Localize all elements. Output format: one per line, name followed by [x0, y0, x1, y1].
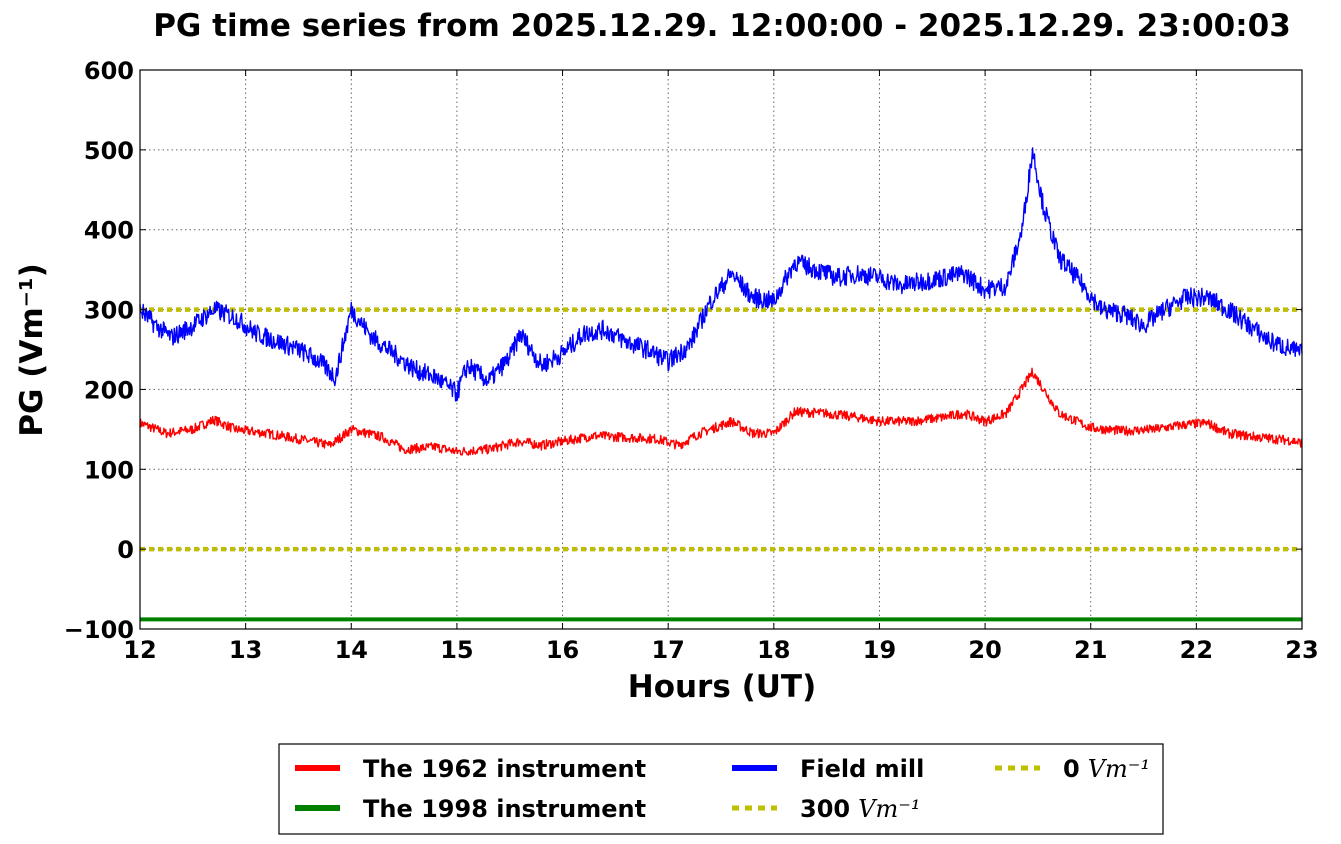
y-tick-label: 200 — [84, 376, 134, 404]
legend-label: The 1998 instrument — [363, 795, 646, 823]
x-axis-label: Hours (UT) — [628, 669, 817, 705]
y-ticks: −100 0 100 200 300 400 500 600 — [64, 57, 1302, 644]
x-tick-label: 12 — [123, 636, 156, 664]
x-tick-label: 23 — [1285, 636, 1318, 664]
grid — [139, 69, 1303, 630]
legend-label-text: Field mill — [800, 755, 924, 783]
x-tick-label: 13 — [229, 636, 262, 664]
x-tick-label: 16 — [546, 636, 579, 664]
reference-lines — [140, 307, 1302, 552]
legend-label-text: 300 — [800, 795, 850, 823]
series-group — [139, 147, 1303, 622]
legend-label-text: The 1962 instrument — [363, 755, 646, 783]
x-tick-label: 18 — [757, 636, 790, 664]
y-tick-label: 100 — [84, 456, 134, 484]
x-tick-label: 21 — [1074, 636, 1107, 664]
x-tick-label: 20 — [968, 636, 1001, 664]
y-tick-label: 600 — [84, 57, 134, 85]
legend-label: Field mill — [800, 755, 924, 783]
y-tick-label: 0 — [117, 536, 134, 564]
y-tick-label: 500 — [84, 137, 134, 165]
legend-label-text: The 1998 instrument — [363, 795, 646, 823]
x-tick-label: 14 — [335, 636, 368, 664]
x-tick-label: 22 — [1180, 636, 1213, 664]
y-tick-label: 300 — [84, 297, 134, 325]
legend-label-unit: Vm⁻¹ — [858, 795, 920, 823]
y-axis-label: PG (Vm⁻¹) — [14, 263, 50, 437]
x-tick-label: 17 — [651, 636, 684, 664]
plot-frame — [139, 69, 1303, 630]
x-ticks: 12 13 14 15 16 17 18 19 20 21 22 23 — [123, 70, 1319, 664]
legend-label: 0 Vm⁻¹ — [1063, 755, 1150, 783]
y-tick-label: −100 — [64, 616, 134, 644]
legend: The 1962 instrument The 1998 instrument Fi… — [278, 743, 1164, 835]
series-line-0 — [139, 367, 1303, 456]
legend-label: The 1962 instrument — [363, 755, 646, 783]
legend-label: 300 Vm⁻¹ — [800, 795, 921, 823]
legend-frame — [278, 743, 1164, 835]
x-tick-label: 15 — [440, 636, 473, 664]
legend-label-unit: Vm⁻¹ — [1088, 755, 1150, 783]
series-line-2 — [139, 147, 1303, 402]
x-tick-label: 19 — [863, 636, 896, 664]
chart-title: PG time series from 2025.12.29. 12:00:00… — [153, 8, 1291, 44]
y-tick-label: 400 — [84, 217, 134, 245]
legend-label-text: 0 — [1063, 755, 1080, 783]
